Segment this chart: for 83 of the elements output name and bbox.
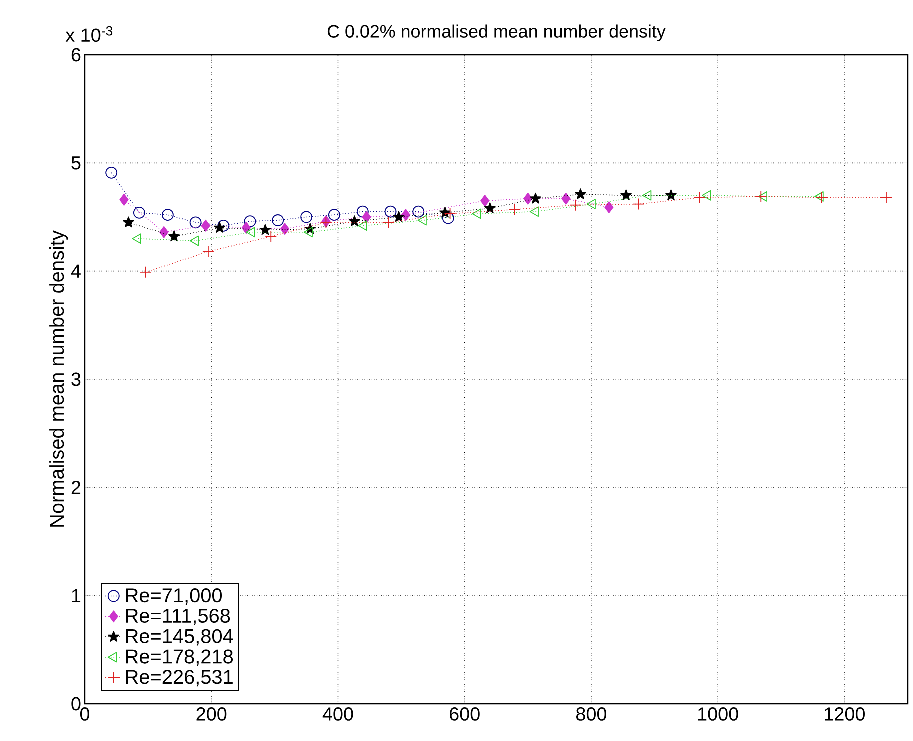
point	[530, 192, 542, 204]
point	[246, 227, 256, 238]
y-tick-label: 1	[72, 589, 81, 602]
point	[280, 223, 290, 236]
point	[362, 211, 372, 224]
point	[755, 190, 768, 203]
point	[880, 192, 892, 204]
point	[106, 166, 118, 179]
legend-label: Re=111,568	[126, 608, 230, 626]
x-tick-label: 1200	[825, 708, 866, 721]
y-tick-label: 0	[72, 697, 81, 711]
point	[356, 206, 369, 218]
point	[160, 226, 169, 238]
point	[816, 192, 828, 204]
point	[214, 222, 226, 233]
point	[694, 192, 706, 204]
point	[530, 206, 539, 218]
y-axis-title: Normalised mean number density	[50, 230, 68, 527]
point	[384, 206, 397, 218]
point	[586, 199, 596, 210]
chart-title: C 0.02% normalised mean number density	[328, 24, 666, 42]
point	[620, 190, 632, 201]
legend-label: Re=178,218	[126, 650, 234, 666]
point	[218, 220, 230, 232]
point	[168, 230, 180, 242]
point	[633, 198, 645, 210]
point	[242, 222, 252, 234]
x-tick-label: 400	[322, 708, 354, 721]
x-tick-label: 800	[576, 708, 607, 721]
point	[642, 190, 652, 201]
point	[120, 194, 129, 206]
point	[190, 216, 202, 229]
point	[244, 216, 256, 228]
x-tick-label: 0	[80, 708, 90, 721]
point	[265, 230, 278, 243]
point	[201, 220, 210, 232]
y-tick-label: 6	[72, 48, 81, 62]
point	[484, 202, 496, 214]
point	[666, 190, 677, 201]
point	[202, 246, 214, 258]
point	[412, 206, 425, 218]
point	[444, 208, 456, 220]
legend-label: Re=71,000	[126, 588, 222, 606]
point	[524, 192, 533, 205]
point	[442, 212, 454, 224]
point	[472, 208, 482, 220]
point	[190, 236, 199, 246]
point	[162, 209, 174, 222]
point	[349, 216, 360, 226]
point	[702, 190, 712, 201]
point	[418, 215, 427, 226]
point	[358, 220, 368, 232]
point	[562, 192, 571, 205]
legend-label: Re=145,804	[126, 629, 234, 646]
point	[133, 206, 146, 219]
point	[604, 202, 614, 214]
point	[140, 266, 152, 278]
point	[272, 214, 284, 226]
y-tick-label: 4	[71, 264, 81, 278]
text: x 10$^{-3}$	[66, 26, 113, 42]
x-tick-label: 1000	[698, 708, 738, 721]
point	[570, 199, 582, 212]
legend-label: Re=226,531	[126, 670, 233, 687]
y-tick-label: 2	[72, 481, 81, 494]
point	[814, 191, 824, 202]
x-tick-label: 600	[450, 708, 480, 721]
point	[300, 211, 313, 224]
point	[393, 211, 405, 222]
point	[328, 209, 340, 222]
point	[132, 234, 142, 244]
x-tick-label: 200	[196, 708, 227, 721]
point	[260, 224, 272, 236]
point	[758, 191, 768, 202]
point	[304, 227, 313, 238]
point	[508, 204, 521, 216]
y-tick-label: 3	[72, 372, 81, 386]
point	[123, 216, 134, 228]
point	[382, 216, 395, 229]
point	[401, 209, 411, 222]
y-tick-label: 5	[72, 156, 81, 170]
point	[575, 188, 586, 200]
point	[480, 195, 490, 207]
point	[440, 206, 451, 218]
